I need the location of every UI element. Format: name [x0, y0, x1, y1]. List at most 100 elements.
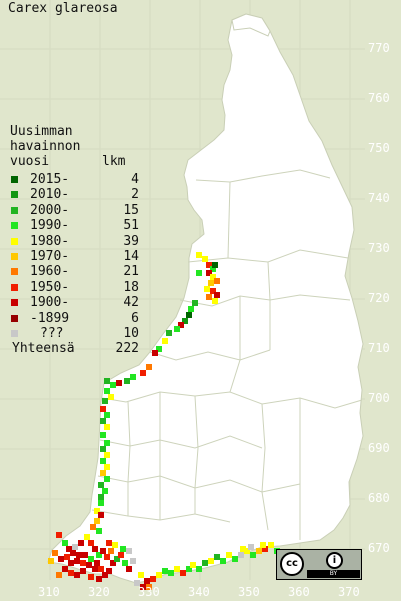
x-tick-label: 320 — [88, 585, 110, 599]
occurrence-square — [80, 568, 86, 574]
occurrence-square — [250, 552, 256, 558]
occurrence-square — [206, 294, 212, 300]
legend-row: 2010- 2 — [10, 187, 145, 202]
occurrence-square — [248, 544, 254, 550]
occurrence-square — [92, 546, 98, 552]
occurrence-square — [104, 412, 110, 418]
legend-row: 1990- 51 — [10, 218, 145, 233]
legend-heading-line-1: Uusimman — [10, 124, 73, 139]
occurrence-square — [102, 398, 108, 404]
legend-year-label: -1899 — [30, 310, 70, 326]
occurrence-square — [100, 458, 106, 464]
occurrence-square — [238, 552, 244, 558]
by-bar: BY — [307, 570, 360, 578]
legend-total-count: 222 — [115, 341, 139, 357]
occurrence-square — [100, 406, 106, 412]
occurrence-square — [112, 542, 118, 548]
occurrence-square — [208, 558, 214, 564]
legend-year-label: 1990- — [30, 218, 70, 234]
occurrence-square — [192, 300, 198, 306]
occurrence-square — [168, 570, 174, 576]
occurrence-square — [94, 518, 100, 524]
legend-swatch — [11, 222, 18, 230]
legend-swatch — [11, 237, 18, 245]
legend-swatch — [11, 206, 18, 214]
legend-row: 1900- 42 — [10, 295, 145, 310]
legend-row: 2000- 15 — [10, 203, 145, 218]
occurrence-square — [156, 572, 162, 578]
occurrence-square — [152, 350, 158, 356]
legend-year-label: 2000- — [30, 202, 70, 218]
species-title: Carex glareosa — [8, 1, 118, 16]
legend-swatch — [11, 329, 18, 337]
occurrence-square — [56, 572, 62, 578]
occurrence-square — [124, 378, 130, 384]
occurrence-square — [262, 546, 268, 552]
occurrence-square — [94, 508, 100, 514]
legend-swatch — [11, 268, 18, 276]
legend-swatch — [11, 176, 18, 183]
occurrence-square — [72, 544, 78, 550]
occurrence-square — [162, 338, 168, 344]
y-tick-label: 770 — [368, 41, 390, 55]
occurrence-square — [88, 556, 94, 562]
occurrence-square — [64, 554, 70, 560]
occurrence-square — [212, 262, 218, 268]
x-tick-label: 360 — [288, 585, 310, 599]
legend-row: ??? 10 — [10, 326, 145, 341]
occurrence-square — [210, 288, 216, 294]
legend-count: 6 — [131, 310, 139, 326]
occurrence-square — [88, 574, 94, 580]
occurrence-square — [232, 556, 238, 562]
occurrence-square — [96, 552, 102, 558]
occurrence-layer — [48, 252, 280, 590]
occurrence-square — [244, 548, 250, 554]
x-tick-label: 340 — [188, 585, 210, 599]
legend-entries: 2015- 4 2010- 2 2000- 15 1990- 51 1980- 39 1970- 14… — [10, 172, 145, 341]
cc-by-license-badge[interactable]: cc i BY — [276, 549, 362, 580]
occurrence-square — [48, 558, 54, 564]
y-tick-label: 740 — [368, 191, 390, 205]
x-tick-label: 370 — [338, 585, 360, 599]
occurrence-square — [104, 476, 110, 482]
legend-swatch — [11, 252, 18, 260]
legend-row: 2015- 4 — [10, 172, 145, 187]
occurrence-square — [214, 278, 220, 284]
y-tick-label: 720 — [368, 291, 390, 305]
occurrence-square — [126, 548, 132, 554]
occurrence-square — [144, 578, 150, 584]
occurrence-square — [130, 374, 136, 380]
occurrence-square — [220, 558, 226, 564]
occurrence-square — [76, 552, 82, 558]
occurrence-square — [120, 546, 126, 552]
y-tick-label: 700 — [368, 391, 390, 405]
occurrence-square — [98, 500, 104, 506]
occurrence-square — [100, 470, 106, 476]
occurrence-square — [210, 274, 216, 280]
occurrence-square — [96, 576, 102, 582]
legend-year-header: vuosi — [10, 154, 50, 169]
legend-heading-line-3: vuosi lkm — [10, 154, 145, 172]
occurrence-square — [96, 528, 102, 534]
occurrence-square — [86, 562, 92, 568]
occurrence-square — [178, 322, 184, 328]
occurrence-square — [52, 550, 58, 556]
by-label: BY — [329, 570, 338, 577]
occurrence-square — [214, 554, 220, 560]
legend-total-label: Yhteensä — [12, 341, 75, 357]
occurrence-square — [208, 280, 214, 286]
occurrence-square — [134, 580, 140, 586]
occurrence-square — [146, 364, 152, 370]
occurrence-square — [100, 432, 106, 438]
occurrence-square — [104, 464, 110, 470]
occurrence-square — [104, 424, 110, 430]
occurrence-square — [174, 566, 180, 572]
occurrence-square — [204, 286, 210, 292]
legend-year-label: 1970- — [30, 248, 70, 264]
y-tick-label: 750 — [368, 141, 390, 155]
occurrence-square — [210, 266, 216, 272]
legend-year-label: ??? — [40, 325, 64, 341]
occurrence-square — [82, 552, 88, 558]
occurrence-square — [108, 548, 114, 554]
finland-land-shape — [47, 13, 364, 584]
